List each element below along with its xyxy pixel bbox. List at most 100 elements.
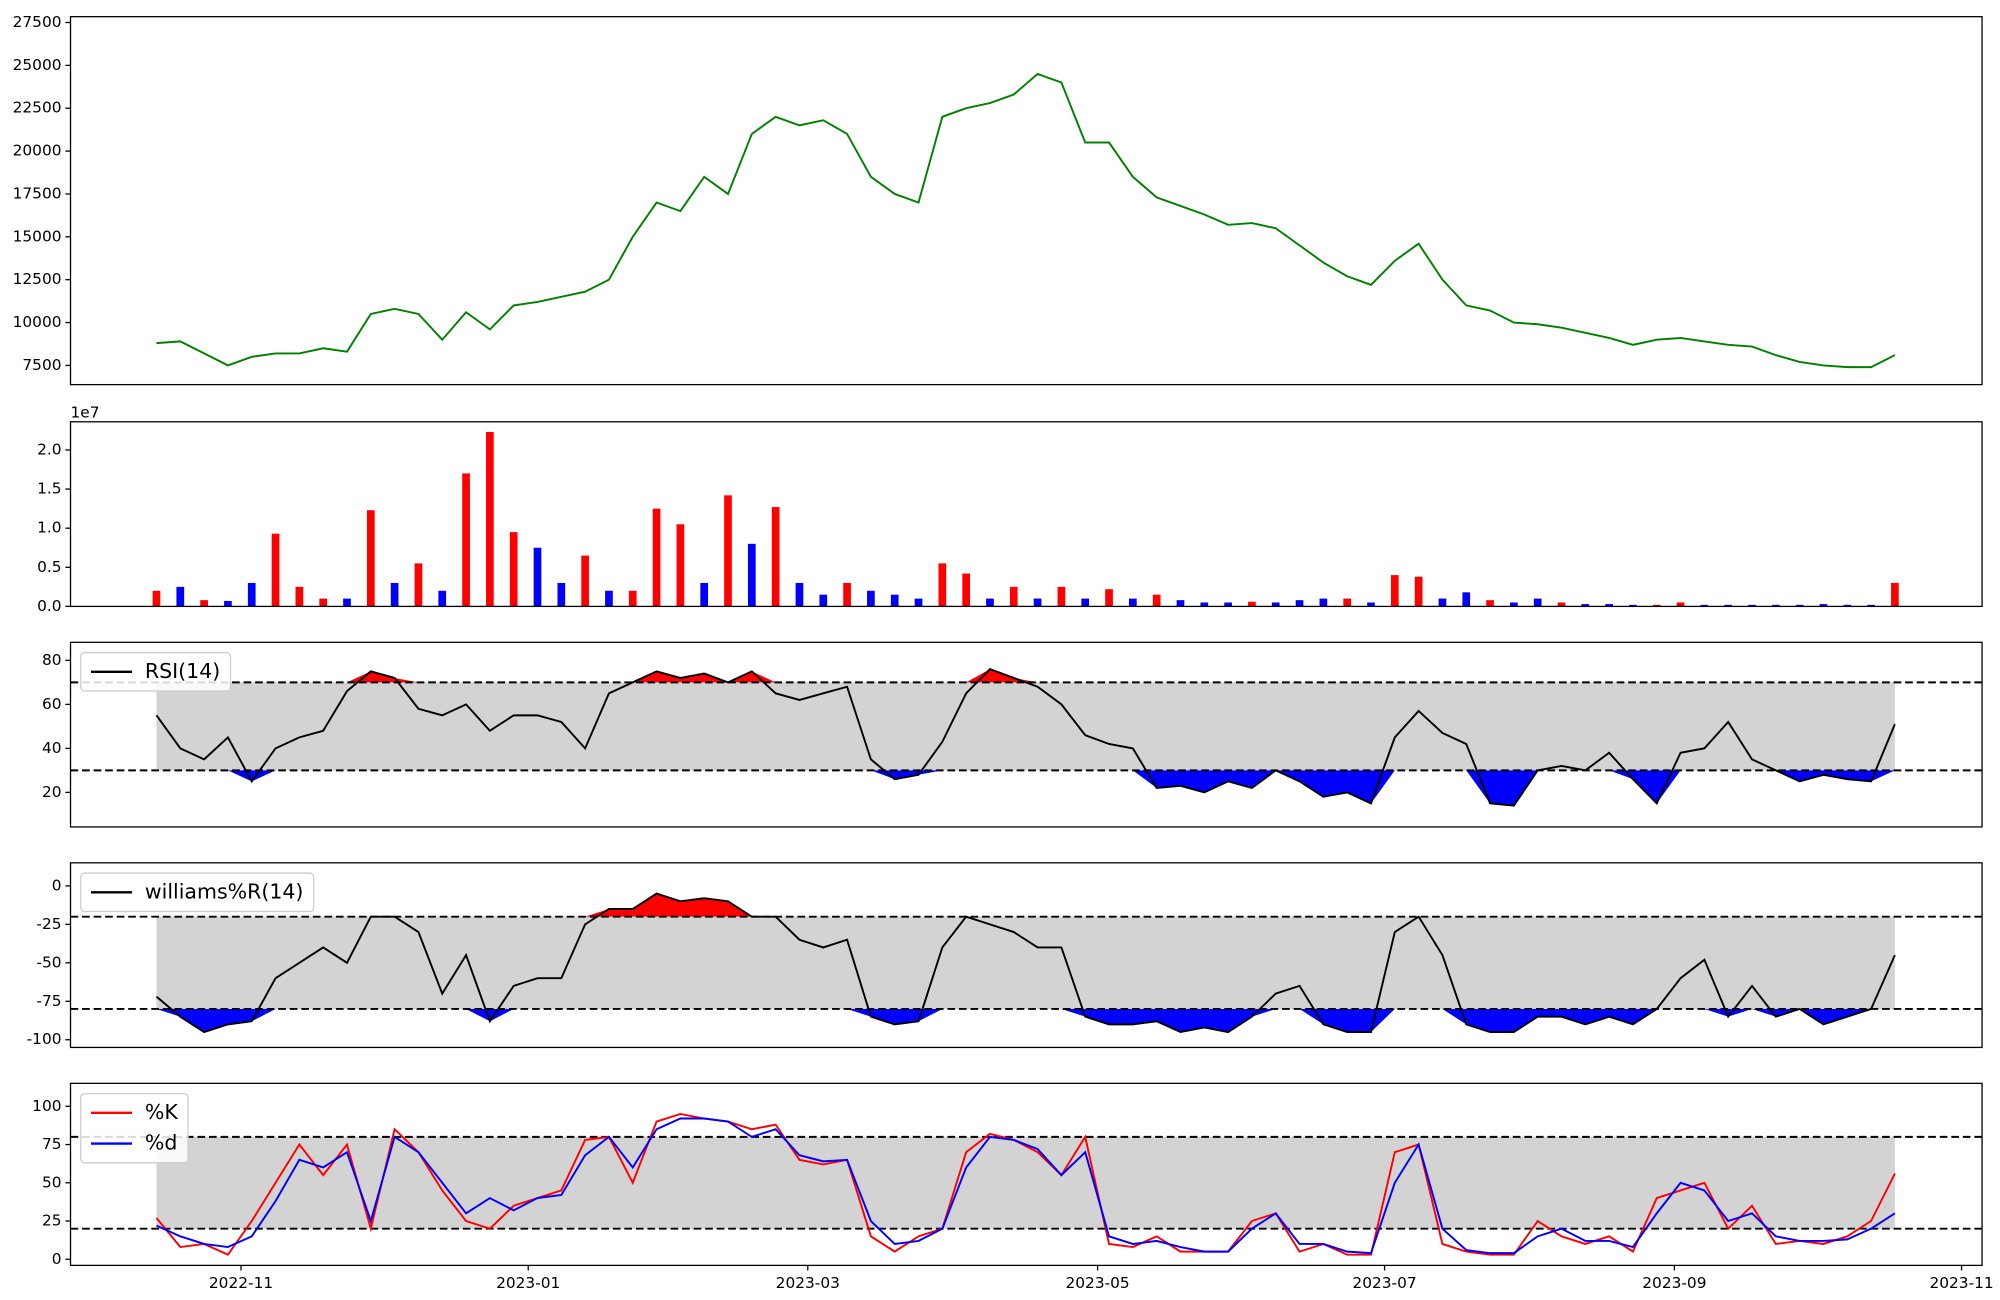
y-tick-label: 0.5 <box>37 558 61 576</box>
bar <box>1700 604 1709 607</box>
bar <box>1629 604 1637 607</box>
y-tick-label: 0.0 <box>37 597 61 615</box>
bar <box>1795 604 1804 607</box>
axes-frame <box>69 1082 1983 1267</box>
bar <box>319 598 328 607</box>
offset-label: 1e7 <box>71 403 100 421</box>
bar <box>1652 604 1661 607</box>
bar <box>1367 602 1375 607</box>
legend: %K %d <box>80 1092 189 1164</box>
panel: 1e7 0.0 0.5 1.0 1.5 2.0 <box>37 403 1983 615</box>
bar <box>1724 604 1733 607</box>
bar <box>1891 582 1899 607</box>
bar <box>486 431 494 607</box>
x-tick-label: 2023-01 <box>496 1274 560 1292</box>
y-tick-label: 20000 <box>13 142 62 160</box>
bar <box>1462 592 1471 607</box>
bar <box>771 507 780 607</box>
bar <box>962 573 970 607</box>
bar <box>1224 602 1232 607</box>
bar <box>390 582 399 607</box>
neutral-band <box>156 682 1895 771</box>
bar <box>1009 586 1018 607</box>
bar <box>1295 600 1304 607</box>
bar <box>343 598 351 607</box>
bar <box>1843 604 1852 607</box>
bar <box>986 598 994 607</box>
bar <box>1605 604 1613 607</box>
bar <box>652 508 661 607</box>
legend-box <box>80 651 232 692</box>
bar <box>509 532 518 607</box>
bar <box>1343 598 1352 607</box>
bar <box>795 582 804 607</box>
bar <box>819 594 828 607</box>
y-tick-label: 15000 <box>13 227 62 245</box>
bar <box>224 600 232 607</box>
y-tick-label: -75 <box>36 992 61 1010</box>
x-tick-label: 2023-07 <box>1352 1274 1416 1292</box>
x-tick-label: 2023-09 <box>1642 1274 1706 1292</box>
y-tick-label: 1.0 <box>37 519 61 537</box>
y-tick-label: 0 <box>52 1250 62 1268</box>
neutral-band <box>156 1136 1895 1229</box>
y-tick-label: 75 <box>42 1135 62 1153</box>
legend-label: williams%R(14) <box>145 879 304 903</box>
y-tick-label: -25 <box>36 915 61 933</box>
bar <box>1319 598 1328 607</box>
bar <box>1533 598 1542 607</box>
series-line <box>155 892 1896 1034</box>
bar <box>843 582 851 607</box>
y-tick-label: 50 <box>42 1173 62 1191</box>
bar <box>1676 602 1685 607</box>
y-tick-label: 25 <box>42 1212 62 1230</box>
bar <box>1390 575 1399 607</box>
axes-frame <box>69 862 1983 1049</box>
bar <box>1152 594 1161 607</box>
x-tick-label: 2022-11 <box>209 1274 273 1292</box>
y-tick-label: 25000 <box>13 56 62 74</box>
bar <box>462 473 470 607</box>
bar <box>1057 586 1066 607</box>
y-tick-label: 100 <box>32 1097 61 1115</box>
legend-label: %K <box>145 1100 178 1124</box>
y-tick-label: 0 <box>52 876 62 894</box>
bar <box>1200 602 1209 607</box>
bar <box>890 594 899 607</box>
y-tick-label: 40 <box>42 739 62 757</box>
series-line <box>156 1117 1896 1255</box>
series-line <box>155 668 1896 807</box>
bar <box>1271 602 1280 607</box>
axes-frame <box>69 641 1983 828</box>
y-tick-label: 2.0 <box>37 440 61 458</box>
bar <box>1557 602 1566 607</box>
bar <box>747 543 756 607</box>
legend-label: %d <box>145 1131 178 1155</box>
bar <box>295 586 304 607</box>
legend: williams%R(14) <box>80 872 315 913</box>
x-tick-label: 2023-03 <box>776 1274 840 1292</box>
bar <box>605 590 613 607</box>
bar <box>914 598 923 607</box>
x-tick-label: 2023-05 <box>1065 1274 1129 1292</box>
bar <box>1486 600 1494 607</box>
bar <box>366 510 375 607</box>
y-tick-label: 7500 <box>22 356 61 374</box>
y-tick-label: 60 <box>42 695 62 713</box>
bar <box>1081 598 1090 607</box>
bar <box>1105 589 1113 607</box>
panel: 0 25 50 75 100 2022-11 2023-01 2023-03 2023-05 20… <box>32 1082 1994 1292</box>
bar <box>1414 576 1423 607</box>
overbought-fill <box>156 669 1895 683</box>
bar <box>557 582 566 607</box>
x-tick-label: 2023-11 <box>1929 1274 1993 1292</box>
bar <box>414 563 423 607</box>
bar <box>438 590 447 607</box>
bar <box>581 555 589 607</box>
bar <box>1176 600 1185 607</box>
bar <box>676 524 685 607</box>
y-tick-label: 20 <box>42 783 62 801</box>
bar <box>1438 598 1447 607</box>
bar <box>1248 601 1256 607</box>
